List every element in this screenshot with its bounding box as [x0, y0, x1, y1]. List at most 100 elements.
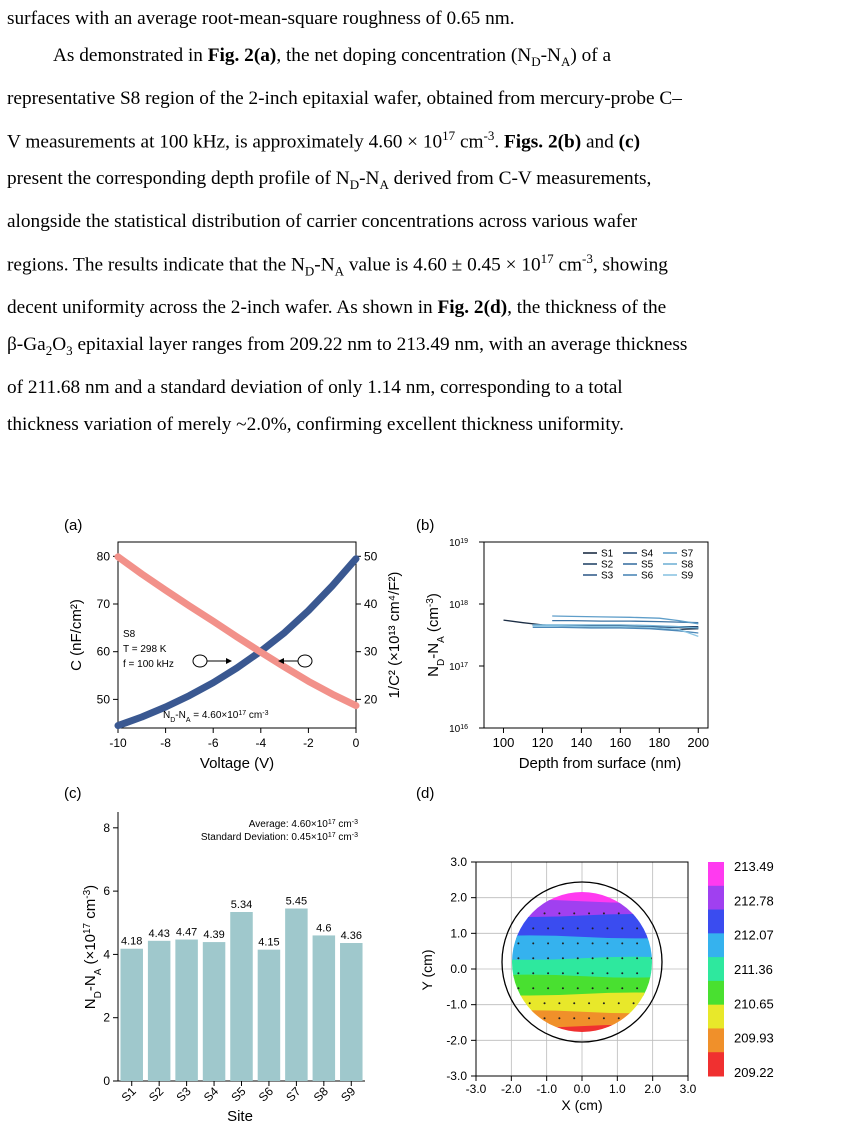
panel-a-annot-s8: S8 [123, 629, 136, 640]
panel-a-x-ticks: -10 -8 -6 -4 -2 0 [109, 728, 360, 750]
b-legend-label-S3: S3 [601, 571, 614, 582]
d-band [512, 1010, 652, 1029]
c-ytick-label: 4 [103, 947, 110, 961]
panel-b-x-ticks: 100 120 140 160 180 200 [493, 728, 709, 750]
d-point [513, 912, 516, 915]
c-xtick-label-S5: S5 [228, 1084, 249, 1105]
d-point [621, 927, 624, 930]
d-point [591, 972, 594, 975]
d-point [543, 1002, 546, 1005]
a-y2tick-label: 40 [364, 597, 378, 611]
c-xtick-label-S9: S9 [338, 1084, 359, 1105]
d-point [602, 1002, 605, 1005]
line-3: V measurements at 100 kHz, is approximat… [7, 127, 641, 153]
c-xtick-label-S1: S1 [119, 1084, 140, 1105]
panel-c-std: Standard Deviation: 0.45×1017 cm-3 [201, 832, 358, 844]
a-xtick-label: 0 [353, 736, 360, 750]
b-series-S6 [532, 626, 699, 634]
c-bar-value-S2: 4.43 [148, 928, 169, 940]
d-point [576, 987, 579, 990]
b-ytick-label: 1017 [449, 662, 468, 674]
c-bar-S7 [285, 908, 308, 1081]
body-text: surfaces with an average root-mean-squar… [7, 0, 842, 443]
panel-a-marker-right [297, 654, 313, 668]
d-point [532, 987, 535, 990]
panel-a-arrowhead-right [226, 658, 232, 664]
line-1: As demonstrated in Fig. 2(a), the net do… [53, 45, 612, 69]
d-point [547, 927, 550, 930]
b-xtick-label: 140 [571, 735, 593, 750]
c-ytick-label: 8 [103, 821, 110, 835]
d-point [547, 942, 550, 945]
b-legend-label-S9: S9 [681, 571, 694, 582]
a-xtick-label: -8 [160, 736, 171, 750]
a-ytick-label: 60 [97, 645, 111, 659]
d-ytick-label: 1.0 [450, 926, 467, 940]
b-legend-label-S4: S4 [641, 549, 654, 560]
panel-d-ylabel: Y (cm) [419, 950, 435, 991]
d-point [532, 972, 535, 975]
panel-d-x-ticks: -3.0 -2.0 -1.0 0.0 1.0 2.0 3.0 [466, 1076, 697, 1096]
d-band [512, 892, 652, 904]
d-colorbar-segment [708, 933, 724, 958]
d-colorbar-segment [708, 909, 724, 934]
d-point [517, 987, 520, 990]
d-point [528, 1002, 531, 1005]
d-colorbar-label: 209.93 [734, 1031, 774, 1046]
panel-b-series [503, 615, 699, 638]
d-band [512, 956, 652, 979]
c-bar-value-S6: 4.15 [258, 937, 279, 949]
d-point [606, 972, 609, 975]
ref-fig2d: Fig. 2(d) [437, 297, 508, 319]
panel-a-frame [117, 541, 357, 729]
d-point [647, 1002, 650, 1005]
d-point [532, 927, 535, 930]
line-5: alongside the statistical distribution o… [7, 211, 638, 233]
d-point [632, 1017, 635, 1020]
a-ytick-label: 70 [97, 597, 111, 611]
b-xtick-label: 120 [532, 735, 554, 750]
c-xtick-label-S2: S2 [146, 1084, 167, 1105]
c-bar-S8 [312, 935, 336, 1081]
panel-b-label: (b) [416, 517, 434, 534]
c-bar-S2 [147, 940, 171, 1081]
d-colorbar-segment [708, 1028, 724, 1053]
d-xtick-label: -2.0 [501, 1082, 522, 1096]
panel-b-y-ticks: 1016 1017 1018 1019 [449, 538, 484, 735]
panel-a-label: (a) [64, 517, 82, 534]
d-point [576, 972, 579, 975]
ref-fig2c: (c) [618, 131, 641, 153]
d-point [621, 972, 624, 975]
d-point [588, 1002, 591, 1005]
panel-a-y2-ticks: 20 30 40 50 [356, 549, 378, 706]
b-xtick-label: 160 [609, 735, 631, 750]
d-point [547, 957, 550, 960]
line-2: representative S8 region of the 2-inch e… [7, 87, 682, 109]
d-point [576, 957, 579, 960]
d-colorbar-segment [708, 1004, 724, 1029]
d-colorbar-segment [708, 862, 724, 887]
panel-d-xlabel: X (cm) [561, 1097, 602, 1113]
d-point [621, 957, 624, 960]
d-band [512, 935, 652, 961]
c-bar-value-S3: 4.47 [176, 927, 197, 939]
ref-figs2b: Figs. 2(b) [504, 131, 582, 153]
d-point [576, 942, 579, 945]
d-point [647, 1032, 649, 1034]
b-legend-label-S1: S1 [601, 549, 614, 560]
d-colorbar-label: 211.36 [734, 962, 773, 977]
line-7: decent uniformity across the 2-inch wafe… [7, 297, 667, 319]
panel-a-series [114, 553, 360, 730]
d-colorbar-segment [708, 885, 724, 911]
d-point [517, 942, 520, 945]
d-point [576, 927, 579, 930]
d-point [561, 957, 564, 960]
d-xtick-label: -1.0 [536, 1082, 557, 1096]
c-bar-S6 [257, 949, 281, 1081]
d-point [529, 1032, 531, 1034]
d-point [558, 1017, 561, 1020]
c-bar-value-S5: 5.34 [231, 899, 252, 911]
d-colorbar-segment [708, 1052, 724, 1077]
d-point [517, 972, 520, 975]
